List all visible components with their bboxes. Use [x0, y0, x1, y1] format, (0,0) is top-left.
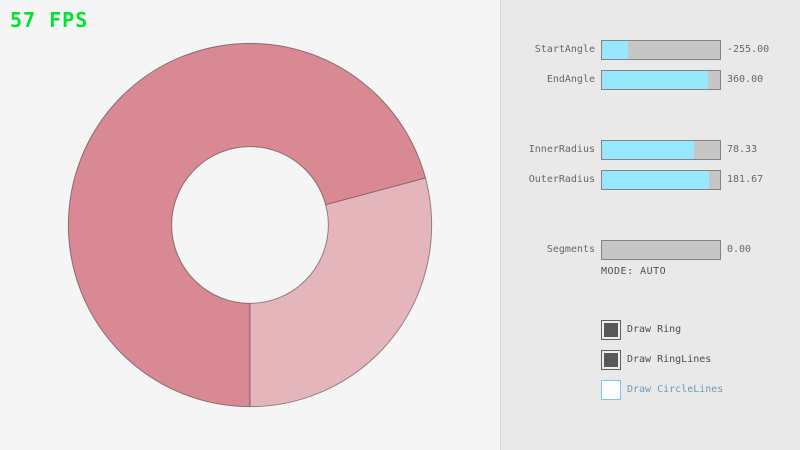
- slider-label: OuterRadius: [528, 174, 595, 185]
- slider-fill: [602, 71, 709, 89]
- control-panel: StartAngle -255.00 EndAngle 360.00 Inner…: [500, 0, 800, 450]
- ring-overlap-segment: [68, 43, 426, 407]
- slider-row-innerradius: InnerRadius 78.33: [501, 140, 800, 160]
- draw-circlelines-checkbox[interactable]: [601, 380, 621, 400]
- checkbox-row-draw-ringlines: Draw RingLines: [601, 350, 711, 370]
- slider-value: 181.67: [727, 174, 764, 185]
- slider-label: EndAngle: [546, 74, 595, 85]
- ring-outer-circle-line: [67, 42, 433, 408]
- checkbox-label: Draw Ring: [627, 324, 682, 335]
- ring-inner-circle-line: [171, 146, 329, 304]
- slider-value: -255.00: [727, 44, 770, 55]
- segments-slider[interactable]: [601, 240, 721, 260]
- slider-row-segments: Segments 0.00: [501, 240, 800, 260]
- slider-value: 360.00: [727, 74, 764, 85]
- endangle-slider[interactable]: [601, 70, 721, 90]
- checkbox-row-draw-circlelines: Draw CircleLines: [601, 380, 723, 400]
- draw-ring-checkbox[interactable]: [601, 320, 621, 340]
- slider-label: Segments: [546, 244, 595, 255]
- checkbox-row-draw-ring: Draw Ring: [601, 320, 681, 340]
- checkbox-label: Draw RingLines: [627, 354, 712, 365]
- slider-value: 78.33: [727, 144, 758, 155]
- slider-value: 0.00: [727, 244, 752, 255]
- slider-fill: [602, 171, 710, 189]
- mode-label: MODE: AUTO: [601, 266, 667, 277]
- slider-label: StartAngle: [534, 44, 595, 55]
- startangle-slider[interactable]: [601, 40, 721, 60]
- innerradius-slider[interactable]: [601, 140, 721, 160]
- slider-row-outerradius: OuterRadius 181.67: [501, 170, 800, 190]
- slider-label: InnerRadius: [528, 144, 595, 155]
- checkbox-check-mark: [604, 353, 618, 367]
- ring-visualization: [67, 42, 433, 408]
- checkbox-label: Draw CircleLines: [627, 384, 724, 395]
- slider-row-startangle: StartAngle -255.00: [501, 40, 800, 60]
- slider-fill: [602, 141, 695, 159]
- ring-end-angle-line: [325, 177, 426, 206]
- ring-single-segment: [250, 177, 432, 407]
- outerradius-slider[interactable]: [601, 170, 721, 190]
- slider-row-endangle: EndAngle 360.00: [501, 70, 800, 90]
- slider-fill: [602, 41, 628, 59]
- checkbox-check-mark: [604, 323, 618, 337]
- draw-ringlines-checkbox[interactable]: [601, 350, 621, 370]
- fps-counter: 57 FPS: [10, 8, 89, 32]
